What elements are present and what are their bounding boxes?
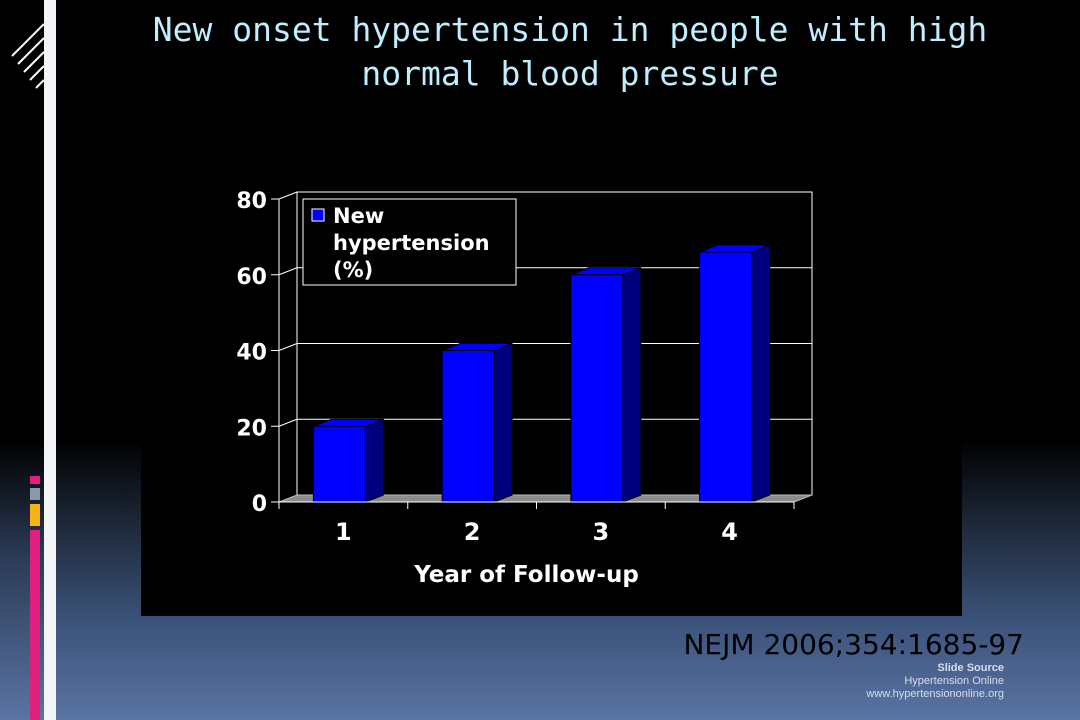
bar-side — [622, 267, 642, 503]
legend-label: New hypertension (%) — [333, 204, 490, 282]
accent-stripe-grey — [30, 488, 40, 500]
bar — [570, 274, 624, 503]
accent-stripe-pink-bottom — [30, 530, 40, 720]
gridline-side — [278, 191, 298, 200]
x-tick-label: 1 — [335, 518, 352, 546]
y-tick-label: 80 — [236, 189, 267, 214]
bar-side — [493, 342, 513, 503]
x-tick-label: 3 — [593, 518, 610, 546]
legend-box — [302, 198, 517, 286]
bar-side — [364, 418, 384, 503]
bar — [312, 425, 366, 503]
x-axis-title: Year of Follow-up — [413, 562, 639, 588]
left-white-strip — [44, 0, 56, 720]
source-name: Hypertension Online — [904, 675, 1004, 687]
x-tick-label: 4 — [721, 518, 738, 546]
x-tick-label: 2 — [464, 518, 481, 546]
source-url: www.hypertensiononline.org — [866, 688, 1004, 700]
bar — [699, 251, 753, 503]
y-tick-label: 40 — [236, 341, 267, 366]
accent-stripe-pink-top — [30, 476, 40, 484]
accent-stripe-yellow — [30, 504, 40, 526]
bar-chart: 0 20 40 60 80 1 2 3 4 Year of Follow-up New hyperte… — [236, 189, 813, 588]
slide-source: Slide Source Hypertension Online www.hyp… — [866, 662, 1004, 701]
gridline-side — [278, 343, 298, 351]
bar-side — [751, 244, 771, 503]
chart-panel: 0 20 40 60 80 1 2 3 4 Year of Follow-up New hyperte… — [141, 140, 962, 616]
y-tick-label: 60 — [236, 265, 267, 290]
source-heading: Slide Source — [937, 662, 1004, 674]
decorative-lines — [11, 23, 44, 89]
bar — [441, 350, 495, 503]
gridline-side — [278, 418, 298, 427]
slide-title: New onset hypertension in people with hi… — [152, 10, 988, 93]
gridline-side — [278, 267, 298, 276]
y-tick-label: 0 — [252, 492, 267, 517]
legend-swatch — [311, 208, 325, 222]
citation: NEJM 2006;354:1685-97 — [683, 628, 1024, 661]
y-tick-label: 20 — [236, 416, 267, 441]
